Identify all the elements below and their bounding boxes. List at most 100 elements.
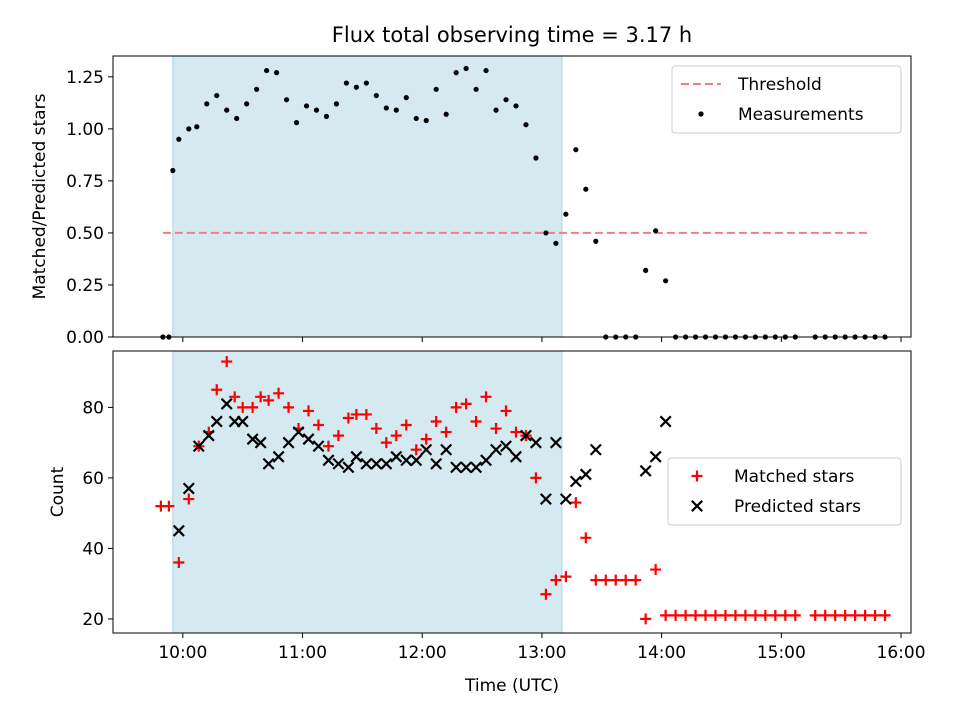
- data-point: [819, 609, 831, 621]
- data-point: [443, 111, 449, 117]
- data-point: [559, 493, 572, 506]
- data-point: [849, 609, 861, 621]
- data-point: [350, 408, 362, 420]
- data-point: [353, 84, 359, 90]
- data-point: [254, 436, 267, 449]
- x-tick-label: 15:00: [757, 643, 806, 663]
- bottom-y-axis-label: Count: [48, 466, 68, 517]
- data-point: [332, 457, 345, 470]
- data-point: [709, 609, 721, 621]
- data-point: [579, 468, 592, 481]
- data-point: [480, 454, 493, 467]
- data-point: [262, 457, 275, 470]
- data-point: [510, 450, 522, 463]
- data-point: [590, 574, 602, 586]
- y-tick-label: 0.75: [66, 172, 104, 192]
- data-point: [413, 115, 419, 122]
- data-point: [342, 461, 355, 474]
- data-point: [473, 86, 479, 92]
- data-point: [553, 240, 559, 246]
- data-point: [182, 482, 195, 495]
- data-point: [649, 450, 662, 463]
- top-y-axis-label: Matched/Predicted stars: [30, 93, 50, 299]
- data-point: [210, 415, 223, 428]
- series-predicted-stars: [172, 397, 672, 537]
- data-point: [292, 426, 305, 439]
- data-point: [869, 609, 881, 621]
- data-point: [186, 126, 192, 132]
- data-point: [719, 609, 731, 621]
- legend-label: Predicted stars: [734, 497, 861, 517]
- data-point: [460, 461, 473, 474]
- data-point: [643, 267, 649, 273]
- data-point: [313, 107, 320, 113]
- data-point: [403, 95, 409, 101]
- data-point: [490, 443, 503, 456]
- data-point: [653, 228, 659, 234]
- data-point: [410, 454, 423, 467]
- data-point: [211, 384, 223, 396]
- data-point: [254, 86, 260, 92]
- data-point: [460, 398, 472, 410]
- data-point: [333, 101, 340, 107]
- data-point: [503, 97, 509, 103]
- data-point: [433, 86, 439, 92]
- data-point: [220, 397, 233, 410]
- data-point: [332, 430, 344, 442]
- data-point: [569, 475, 582, 488]
- data-point: [523, 122, 529, 128]
- data-point: [264, 67, 270, 74]
- legend-label: Threshold: [737, 75, 822, 95]
- data-point: [663, 278, 669, 284]
- data-point: [580, 532, 592, 544]
- data-point: [393, 107, 399, 113]
- data-point: [390, 430, 402, 442]
- legend-swatch: [691, 470, 703, 482]
- y-tick-label: 60: [82, 469, 104, 489]
- data-point: [540, 588, 552, 600]
- x-tick-label: 11:00: [278, 643, 327, 663]
- bottom-axes-frame: [112, 350, 912, 634]
- data-point: [450, 461, 463, 474]
- data-point: [749, 609, 761, 621]
- data-point: [360, 457, 373, 470]
- top-axes: 0.00 0.25 0.50 0.75 1.00 1.25: [66, 68, 902, 348]
- data-point: [453, 70, 459, 76]
- data-point: [303, 405, 315, 417]
- data-point: [593, 238, 599, 244]
- data-point: [172, 524, 185, 537]
- legend-label: Matched stars: [734, 467, 854, 487]
- data-point: [470, 416, 482, 427]
- data-point: [234, 115, 240, 122]
- data-point: [263, 394, 275, 406]
- data-point: [400, 454, 413, 467]
- data-point: [204, 101, 210, 107]
- data-point: [600, 574, 612, 586]
- data-point: [440, 426, 452, 438]
- data-point: [255, 391, 267, 403]
- y-tick-label: 1.25: [66, 68, 104, 88]
- data-point: [789, 609, 801, 621]
- data-point: [549, 436, 562, 449]
- data-point: [272, 450, 285, 463]
- y-tick-label: 20: [82, 610, 104, 630]
- data-point: [390, 450, 403, 463]
- x-tick-label: 16:00: [877, 643, 926, 663]
- observing-window-shade: [172, 350, 563, 634]
- data-point: [650, 564, 662, 576]
- x-tick-label: 12:00: [398, 643, 447, 663]
- y-tick-label: 0.25: [66, 276, 104, 296]
- data-point: [400, 419, 412, 431]
- data-point: [183, 493, 195, 505]
- data-point: [283, 97, 290, 103]
- data-point: [283, 401, 295, 413]
- data-point: [660, 609, 672, 621]
- data-point: [570, 497, 582, 509]
- data-point: [176, 136, 182, 142]
- series-matched-stars: [155, 356, 891, 625]
- data-point: [192, 440, 205, 453]
- data-point: [480, 391, 492, 403]
- bottom-panel: 20 40 60 80 10:00 11:00 12:00 13:00 14:00 15:00 16…: [48, 350, 926, 696]
- data-point: [670, 609, 682, 621]
- data-point: [739, 609, 751, 621]
